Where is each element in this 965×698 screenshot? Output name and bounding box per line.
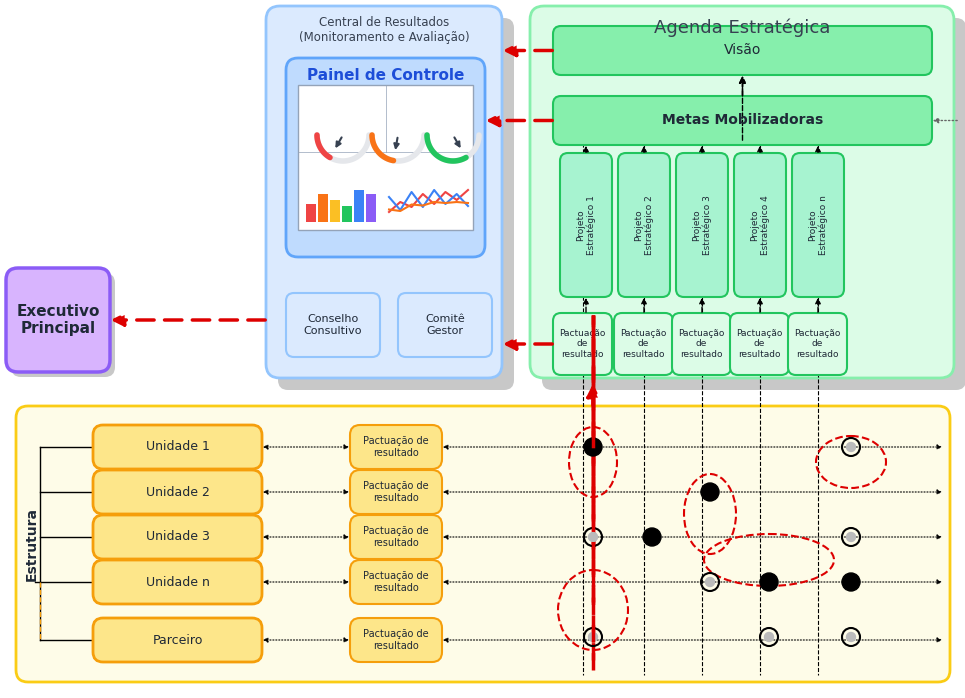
Text: Unidade 2: Unidade 2 bbox=[146, 486, 209, 498]
Text: Pactuação
de
resultado: Pactuação de resultado bbox=[560, 329, 606, 359]
FancyBboxPatch shape bbox=[278, 18, 514, 390]
FancyBboxPatch shape bbox=[93, 560, 262, 604]
Circle shape bbox=[764, 632, 774, 641]
Text: Pactuação de
resultado: Pactuação de resultado bbox=[363, 629, 428, 651]
Bar bbox=[318, 194, 328, 222]
Text: Central de Resultados
(Monitoramento e Avaliação): Central de Resultados (Monitoramento e A… bbox=[299, 16, 469, 44]
Bar bbox=[330, 200, 340, 222]
Text: Pactuação de
resultado: Pactuação de resultado bbox=[363, 436, 428, 458]
FancyBboxPatch shape bbox=[398, 293, 492, 357]
FancyBboxPatch shape bbox=[16, 406, 950, 682]
Circle shape bbox=[842, 573, 860, 591]
Circle shape bbox=[701, 483, 719, 501]
FancyBboxPatch shape bbox=[93, 470, 262, 514]
Circle shape bbox=[584, 438, 602, 456]
FancyBboxPatch shape bbox=[672, 313, 731, 375]
Bar bbox=[298, 85, 473, 230]
Bar bbox=[342, 206, 352, 222]
Bar bbox=[366, 194, 376, 222]
FancyBboxPatch shape bbox=[350, 425, 442, 469]
FancyBboxPatch shape bbox=[553, 313, 612, 375]
FancyBboxPatch shape bbox=[734, 153, 786, 297]
Text: Projeto
Estratégico 4: Projeto Estratégico 4 bbox=[750, 195, 770, 255]
Text: Pactuação de
resultado: Pactuação de resultado bbox=[363, 571, 428, 593]
Text: Painel de Controle: Painel de Controle bbox=[307, 68, 464, 84]
FancyBboxPatch shape bbox=[350, 618, 442, 662]
FancyBboxPatch shape bbox=[350, 560, 442, 604]
FancyBboxPatch shape bbox=[788, 313, 847, 375]
Circle shape bbox=[760, 573, 778, 591]
FancyBboxPatch shape bbox=[266, 6, 502, 378]
Circle shape bbox=[643, 528, 661, 546]
FancyBboxPatch shape bbox=[792, 153, 844, 297]
Circle shape bbox=[846, 533, 856, 542]
Text: Estrutura: Estrutura bbox=[25, 507, 39, 581]
Text: Agenda Estratégica: Agenda Estratégica bbox=[654, 19, 830, 37]
Text: Pactuação
de
resultado: Pactuação de resultado bbox=[736, 329, 783, 359]
FancyBboxPatch shape bbox=[11, 273, 115, 377]
Text: Conselho
Consultivo: Conselho Consultivo bbox=[304, 314, 362, 336]
FancyBboxPatch shape bbox=[553, 96, 932, 145]
FancyBboxPatch shape bbox=[542, 18, 965, 390]
Text: Metas Mobilizadoras: Metas Mobilizadoras bbox=[662, 114, 823, 128]
FancyBboxPatch shape bbox=[676, 153, 728, 297]
Text: Projeto
Estratégico 2: Projeto Estratégico 2 bbox=[634, 195, 654, 255]
Text: Unidade 3: Unidade 3 bbox=[146, 530, 209, 544]
Text: Pactuação
de
resultado: Pactuação de resultado bbox=[620, 329, 667, 359]
FancyBboxPatch shape bbox=[350, 515, 442, 559]
Circle shape bbox=[846, 632, 856, 641]
Text: Pactuação de
resultado: Pactuação de resultado bbox=[363, 526, 428, 548]
Text: Projeto
Estratégico 1: Projeto Estratégico 1 bbox=[576, 195, 596, 255]
Circle shape bbox=[846, 443, 856, 452]
FancyBboxPatch shape bbox=[560, 153, 612, 297]
Text: Unidade 1: Unidade 1 bbox=[146, 440, 209, 454]
FancyBboxPatch shape bbox=[530, 6, 954, 378]
Text: Pactuação
de
resultado: Pactuação de resultado bbox=[794, 329, 841, 359]
Text: Projeto
Estratégico n: Projeto Estratégico n bbox=[808, 195, 828, 255]
Circle shape bbox=[589, 533, 597, 542]
FancyBboxPatch shape bbox=[618, 153, 670, 297]
Text: Unidade n: Unidade n bbox=[146, 575, 209, 588]
FancyBboxPatch shape bbox=[6, 268, 110, 372]
FancyBboxPatch shape bbox=[93, 618, 262, 662]
FancyBboxPatch shape bbox=[614, 313, 673, 375]
Circle shape bbox=[589, 632, 597, 641]
Text: Comitê
Gestor: Comitê Gestor bbox=[426, 314, 465, 336]
Text: Pactuação de
resultado: Pactuação de resultado bbox=[363, 481, 428, 503]
Text: Visão: Visão bbox=[724, 43, 761, 57]
FancyBboxPatch shape bbox=[286, 58, 485, 257]
Bar bbox=[354, 190, 364, 222]
FancyBboxPatch shape bbox=[730, 313, 789, 375]
Text: Executivo
Principal: Executivo Principal bbox=[16, 304, 99, 336]
FancyBboxPatch shape bbox=[286, 293, 380, 357]
Circle shape bbox=[705, 577, 714, 586]
Text: Parceiro: Parceiro bbox=[152, 634, 203, 646]
FancyBboxPatch shape bbox=[553, 26, 932, 75]
Bar bbox=[306, 204, 316, 222]
FancyBboxPatch shape bbox=[93, 515, 262, 559]
FancyBboxPatch shape bbox=[93, 425, 262, 469]
Text: Pactuação
de
resultado: Pactuação de resultado bbox=[678, 329, 725, 359]
Text: Projeto
Estratégico 3: Projeto Estratégico 3 bbox=[692, 195, 712, 255]
FancyBboxPatch shape bbox=[350, 470, 442, 514]
